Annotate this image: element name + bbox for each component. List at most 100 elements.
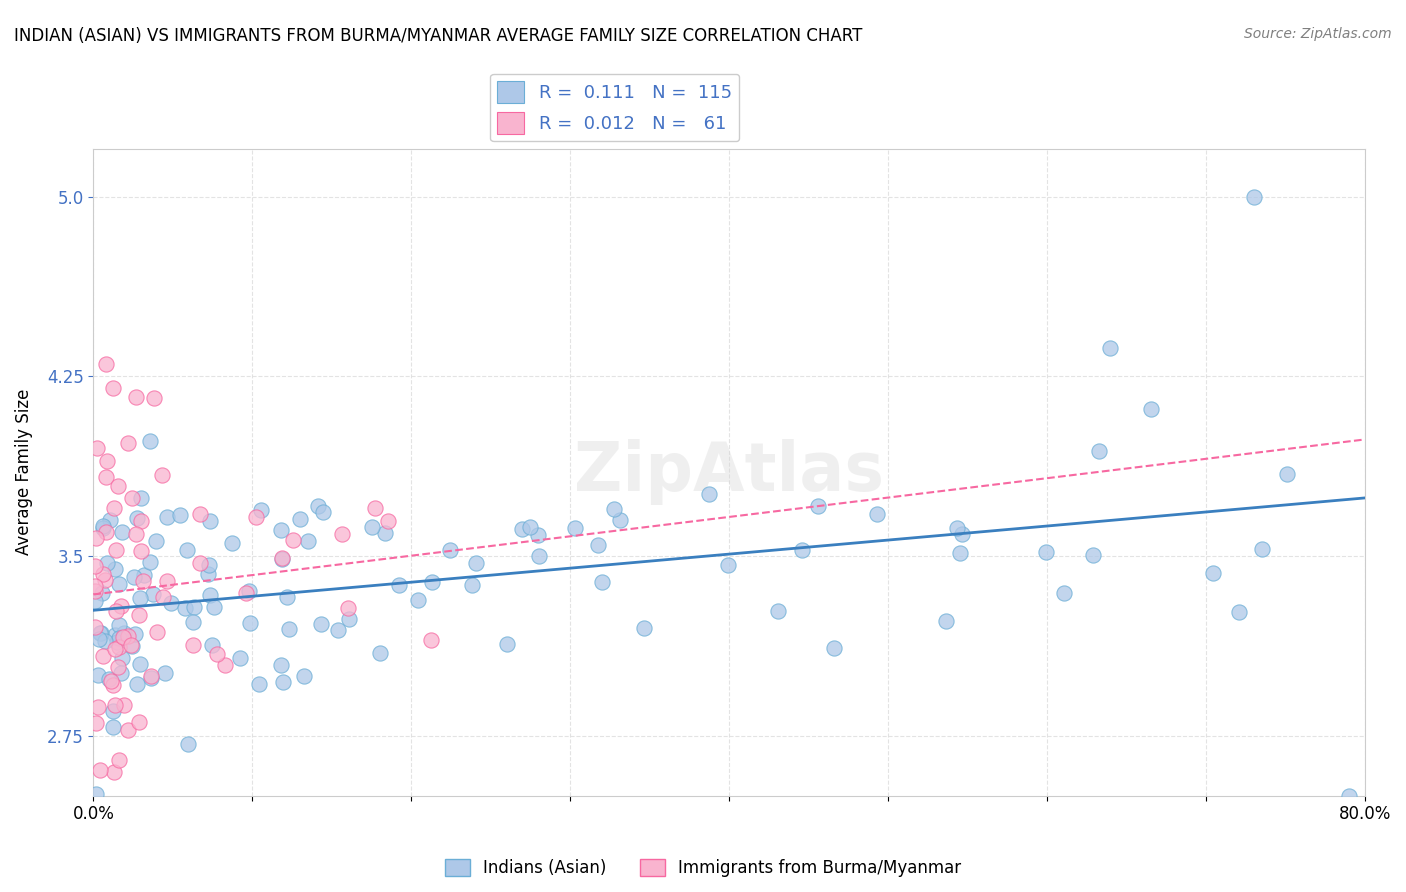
Point: [377, 514, 399, 528]
Point: [198, 558, 221, 572]
Legend: Indians (Asian), Immigrants from Burma/Myanmar: Indians (Asian), Immigrants from Burma/M…: [439, 852, 967, 884]
Point: [155, 666, 177, 681]
Point: [96, 358, 118, 372]
Point: [117, 629, 139, 643]
Point: [188, 507, 211, 521]
Point: [312, 505, 335, 519]
Point: [110, 666, 132, 681]
Point: [90, 625, 112, 640]
Point: [270, 658, 292, 673]
Point: [105, 635, 128, 649]
Point: [127, 677, 149, 691]
Point: [104, 562, 127, 576]
Point: [108, 576, 131, 591]
Point: [94, 634, 117, 648]
Point: [129, 514, 152, 528]
Point: [439, 543, 461, 558]
Point: [420, 574, 443, 589]
Point: [270, 523, 292, 537]
Point: [336, 601, 359, 615]
Point: [129, 491, 152, 505]
Point: [142, 587, 165, 601]
Point: [591, 574, 613, 589]
Point: [132, 574, 155, 589]
Point: [406, 592, 429, 607]
Point: [107, 660, 129, 674]
Point: [1337, 789, 1360, 803]
Point: [527, 549, 550, 563]
Point: [84, 559, 107, 574]
Point: [103, 678, 125, 692]
Point: [388, 578, 411, 592]
Text: INDIAN (ASIAN) VS IMMIGRANTS FROM BURMA/MYANMAR AVERAGE FAMILY SIZE CORRELATION : INDIAN (ASIAN) VS IMMIGRANTS FROM BURMA/…: [14, 27, 862, 45]
Point: [156, 574, 179, 588]
Point: [128, 714, 150, 729]
Point: [202, 600, 225, 615]
Point: [1251, 541, 1274, 556]
Point: [87, 667, 110, 681]
Point: [84, 579, 107, 593]
Point: [111, 630, 134, 644]
Point: [238, 584, 260, 599]
Point: [96, 454, 118, 468]
Point: [124, 391, 146, 405]
Point: [368, 647, 391, 661]
Point: [128, 657, 150, 672]
Point: [249, 677, 271, 691]
Point: [121, 491, 143, 505]
Point: [245, 509, 267, 524]
Point: [790, 543, 813, 558]
Point: [103, 501, 125, 516]
Point: [697, 487, 720, 501]
Point: [96, 524, 118, 539]
Point: [104, 542, 127, 557]
Point: [101, 704, 124, 718]
Point: [100, 674, 122, 689]
Point: [104, 698, 127, 712]
Point: [141, 669, 163, 683]
Point: [1081, 549, 1104, 563]
Point: [124, 627, 146, 641]
Point: [145, 624, 167, 639]
Point: [132, 567, 155, 582]
Point: [108, 640, 131, 654]
Point: [84, 715, 107, 730]
Point: [1275, 467, 1298, 481]
Point: [139, 555, 162, 569]
Point: [98, 513, 121, 527]
Legend: R =  0.111   N =  115, R =  0.012   N =   61: R = 0.111 N = 115, R = 0.012 N = 61: [491, 74, 740, 141]
Point: [496, 636, 519, 650]
Point: [270, 552, 292, 566]
Point: [766, 603, 789, 617]
Point: [717, 558, 740, 573]
Point: [526, 528, 548, 542]
Point: [84, 584, 107, 599]
Point: [1201, 566, 1223, 580]
Text: ZipAtlas: ZipAtlas: [574, 439, 884, 505]
Point: [1243, 190, 1265, 204]
Point: [121, 639, 143, 653]
Point: [205, 647, 228, 661]
Point: [297, 534, 319, 549]
Point: [87, 699, 110, 714]
Point: [183, 600, 205, 615]
Point: [107, 479, 129, 493]
Point: [337, 612, 360, 626]
Point: [250, 503, 273, 517]
Point: [101, 381, 124, 395]
Point: [633, 621, 655, 635]
Point: [330, 527, 353, 541]
Point: [108, 753, 131, 767]
Point: [229, 650, 252, 665]
Point: [111, 524, 134, 539]
Point: [270, 550, 292, 565]
Point: [361, 520, 384, 534]
Point: [221, 535, 243, 549]
Point: [1053, 586, 1076, 600]
Point: [104, 628, 127, 642]
Point: [374, 525, 396, 540]
Point: [181, 615, 204, 629]
Point: [145, 533, 167, 548]
Point: [519, 520, 541, 534]
Point: [949, 546, 972, 560]
